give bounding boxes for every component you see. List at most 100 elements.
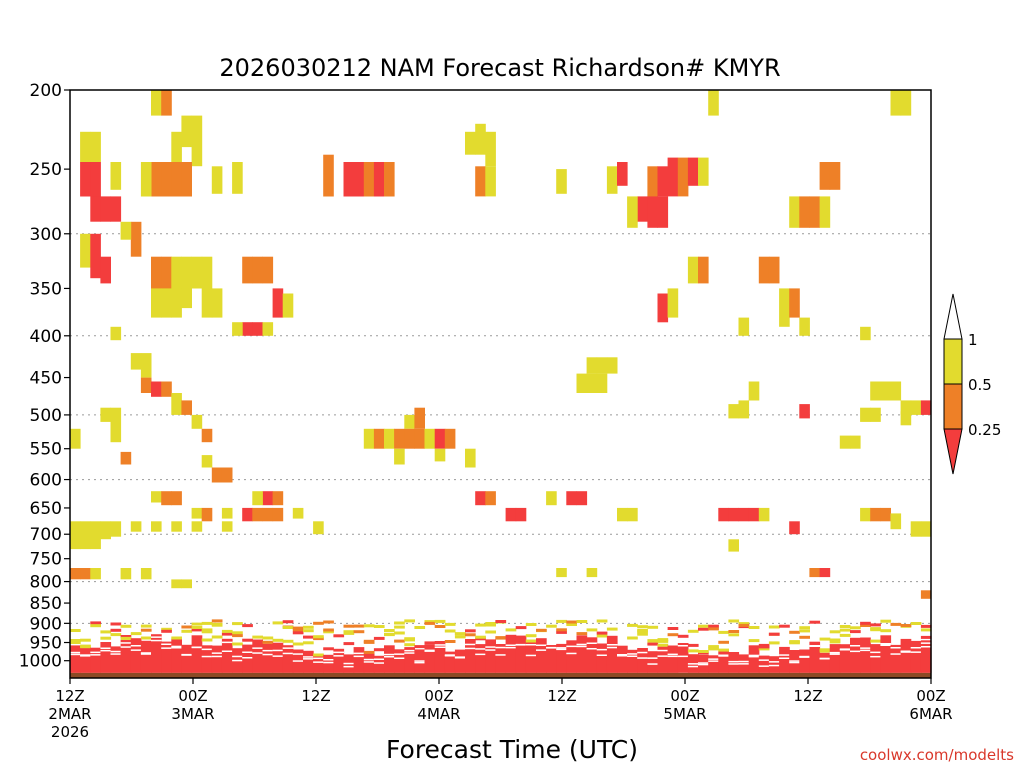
cell-5	[80, 131, 91, 162]
bl-streak-21-2	[282, 639, 294, 643]
cell-184	[151, 521, 162, 532]
bl-core-68	[758, 655, 770, 673]
bl-gap-41-0	[485, 646, 496, 648]
bl-gap-51-1	[586, 648, 598, 650]
cell-72	[211, 288, 223, 318]
cell-30	[485, 166, 496, 197]
bl-gap-66-0	[738, 663, 750, 665]
y-tick-label-1000: 1000	[19, 652, 62, 672]
bl-streak-63-1	[708, 624, 719, 628]
cell-90	[860, 326, 871, 341]
cell-19	[110, 196, 122, 222]
bl-streak-59-3	[667, 633, 679, 637]
bl-gap-29-0	[363, 661, 375, 663]
bl-core-20	[272, 642, 284, 673]
bl-streak-60-1	[677, 634, 689, 638]
bl-streak-70-3	[779, 624, 790, 628]
bl-gap-5-1	[120, 646, 132, 648]
bl-gap-0-0	[70, 653, 81, 656]
cell-194	[171, 579, 182, 589]
cell-160	[566, 491, 577, 506]
bl-core-44	[515, 635, 527, 673]
bl-streak-6-2	[130, 632, 142, 636]
cell-140	[221, 467, 233, 483]
bl-core-29	[363, 652, 375, 673]
bl-streak-48-2	[556, 628, 567, 632]
bl-core-82	[900, 638, 912, 673]
bl-streak-13-3	[201, 628, 213, 632]
bl-gap-28-1	[353, 652, 365, 655]
bl-gap-26-0	[333, 655, 345, 657]
bl-gap-16-0	[232, 659, 243, 662]
bl-streak-62-0	[698, 627, 709, 631]
cell-125	[373, 428, 385, 449]
bl-gap-84-1	[920, 642, 932, 644]
cell-21	[343, 162, 355, 197]
bl-gap-83-0	[910, 647, 922, 649]
bl-gap-76-1	[839, 649, 851, 651]
bl-gap-75-1	[829, 653, 841, 655]
cell-145	[262, 491, 274, 506]
bl-streak-15-3	[221, 629, 233, 633]
cell-99	[201, 428, 213, 443]
bl-gap-65-1	[728, 663, 740, 665]
bl-streak-23-1	[303, 641, 314, 645]
bl-gap-27-0	[343, 665, 355, 668]
cell-161	[576, 491, 588, 506]
cell-3	[181, 115, 192, 148]
bl-streak-4-3	[110, 628, 122, 632]
bl-streak-17-2	[242, 638, 253, 642]
cell-172	[870, 507, 881, 522]
bl-streak-62-3	[698, 650, 709, 653]
cell-138	[120, 451, 132, 465]
bl-streak-22-2	[292, 631, 304, 635]
cell-62	[191, 256, 203, 289]
bl-core-14	[211, 645, 223, 673]
cell-124	[363, 428, 375, 449]
bl-streak-72-3	[799, 626, 810, 630]
cell-41	[647, 196, 658, 228]
cell-71	[201, 288, 213, 318]
bl-gap-54-0	[617, 655, 628, 657]
bl-gap-73-1	[809, 645, 821, 647]
bl-streak-18-0	[252, 635, 263, 639]
cell-80	[768, 256, 780, 284]
bl-gap-61-1	[687, 665, 699, 668]
bl-streak-80-2	[880, 629, 892, 633]
bl-streak-51-2	[586, 628, 598, 632]
bl-gap-10-1	[171, 645, 182, 648]
bl-core-40	[475, 644, 486, 673]
bl-gap-12-1	[191, 646, 203, 649]
bl-gap-33-1	[404, 652, 415, 654]
bl-gap-44-1	[515, 644, 527, 646]
bl-gap-71-0	[789, 660, 800, 662]
bl-streak-69-2	[768, 641, 780, 645]
bl-core-39	[465, 639, 476, 673]
bl-core-47	[546, 645, 557, 673]
bl-core-3	[100, 642, 112, 673]
cell-83	[799, 317, 810, 336]
cell-67	[151, 288, 162, 318]
cell-165	[718, 507, 729, 522]
bl-streak-50-2	[576, 620, 588, 623]
bl-streak-28-2	[353, 624, 365, 628]
bl-streak-7-2	[140, 624, 152, 628]
bl-streak-64-2	[718, 648, 729, 652]
bl-streak-12-0	[191, 628, 203, 632]
bl-streak-5-0	[120, 635, 132, 638]
bl-streak-74-1	[819, 637, 831, 641]
cell-61	[181, 256, 192, 289]
bl-core-41	[485, 639, 496, 673]
bl-gap-80-1	[880, 643, 892, 645]
cell-8	[90, 162, 101, 197]
bl-core-42	[495, 644, 507, 673]
bl-core-17	[242, 644, 253, 673]
cell-58	[151, 256, 162, 289]
bl-streak-10-0	[171, 636, 182, 640]
cell-196	[556, 568, 567, 578]
bl-streak-75-0	[829, 640, 841, 644]
bl-gap-32-1	[394, 657, 405, 659]
bl-streak-19-3	[262, 640, 274, 644]
cell-10	[151, 162, 162, 197]
cell-135	[465, 448, 476, 468]
